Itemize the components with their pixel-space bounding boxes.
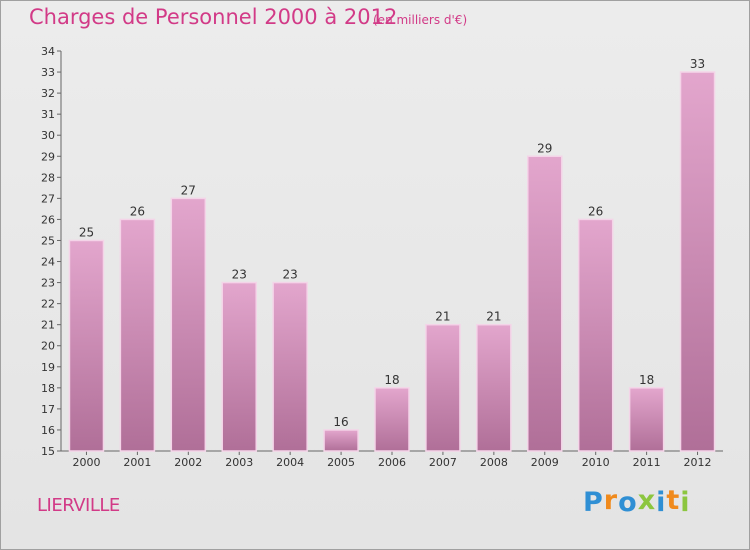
x-tick-label: 2010 <box>582 456 610 469</box>
bars <box>68 71 716 452</box>
value-label-2005: 16 <box>333 415 348 429</box>
x-tick-label: 2012 <box>684 456 712 469</box>
value-label-2012: 33 <box>690 57 705 71</box>
x-tick-label: 2007 <box>429 456 457 469</box>
y-tick-label: 16 <box>41 424 55 437</box>
x-tick-label: 2005 <box>327 456 355 469</box>
location-name: LIERVILLE <box>37 495 120 516</box>
bar-2003 <box>221 281 257 452</box>
value-label-2008: 21 <box>486 310 501 324</box>
logo-letter: x <box>637 485 657 516</box>
logo-letter: i <box>680 487 691 518</box>
bar-2012 <box>679 71 716 452</box>
logo-letter: o <box>618 487 638 518</box>
bar-2001 <box>119 218 156 452</box>
value-label-2001: 26 <box>130 204 145 218</box>
x-tick-label: 2011 <box>633 456 661 469</box>
value-label-2003: 23 <box>232 268 247 282</box>
bar-2004 <box>272 281 308 452</box>
bar-2002 <box>170 197 207 452</box>
x-tick-label: 2003 <box>225 456 253 469</box>
value-label-2007: 21 <box>435 310 450 324</box>
logo-letter: P <box>583 487 604 518</box>
value-label-2009: 29 <box>537 141 552 155</box>
chart-title: Charges de Personnel 2000 à 2012 <box>29 5 398 29</box>
value-labels: 25 26 27 23 23 16 18 21 21 29 26 18 33 <box>79 57 705 429</box>
value-label-2006: 18 <box>384 373 399 387</box>
bar-2009 <box>527 155 563 452</box>
y-tick-label: 27 <box>41 192 55 205</box>
value-label-2010: 26 <box>588 204 603 218</box>
y-tick-label: 34 <box>41 45 55 58</box>
y-tick-label: 18 <box>41 382 55 395</box>
y-tick-label: 20 <box>41 340 55 353</box>
y-tick-label: 24 <box>41 256 55 269</box>
y-tick-label: 21 <box>41 319 55 332</box>
x-tick-label: 2009 <box>531 456 559 469</box>
y-tick-label: 26 <box>41 213 55 226</box>
y-tick-label: 32 <box>41 87 55 100</box>
logo-letter: t <box>666 485 681 516</box>
logo-letter: i <box>656 487 667 518</box>
bar-2008 <box>476 323 512 452</box>
y-tick-label: 30 <box>41 129 55 142</box>
x-tick-label: 2001 <box>123 456 151 469</box>
bar-2010 <box>577 218 614 452</box>
logo-letter: r <box>603 485 619 516</box>
y-tick-label: 22 <box>41 298 55 311</box>
value-label-2004: 23 <box>283 268 298 282</box>
y-tick-label: 23 <box>41 277 55 290</box>
y-tick-label: 31 <box>41 108 55 121</box>
x-tick-label: 2002 <box>174 456 202 469</box>
x-tick-label: 2004 <box>276 456 304 469</box>
bar-2000 <box>68 239 105 452</box>
y-tick-label: 15 <box>41 445 55 458</box>
y-axis: 15 16 17 18 19 20 21 22 23 24 25 26 27 28 29 30 31 32 33 34 <box>41 45 62 458</box>
x-axis: 2000 2001 2002 2003 2004 2005 2006 2007 2008 2009… <box>61 450 723 469</box>
y-tick-label: 33 <box>41 66 55 79</box>
x-tick-label: 2008 <box>480 456 508 469</box>
y-tick-label: 19 <box>41 361 55 374</box>
chart-subtitle: (en milliers d'€) <box>373 13 468 27</box>
value-label-2011: 18 <box>639 373 654 387</box>
bar-2011 <box>628 387 665 452</box>
bar-2005 <box>323 429 359 452</box>
value-label-2002: 27 <box>181 183 196 197</box>
value-label-2000: 25 <box>79 225 94 239</box>
y-tick-label: 29 <box>41 150 55 163</box>
x-tick-label: 2000 <box>72 456 100 469</box>
bar-2007 <box>425 323 461 452</box>
y-tick-label: 25 <box>41 234 55 247</box>
y-tick-label: 17 <box>41 403 55 416</box>
y-tick-label: 28 <box>41 171 55 184</box>
bar-2006 <box>374 387 410 452</box>
x-tick-label: 2006 <box>378 456 406 469</box>
